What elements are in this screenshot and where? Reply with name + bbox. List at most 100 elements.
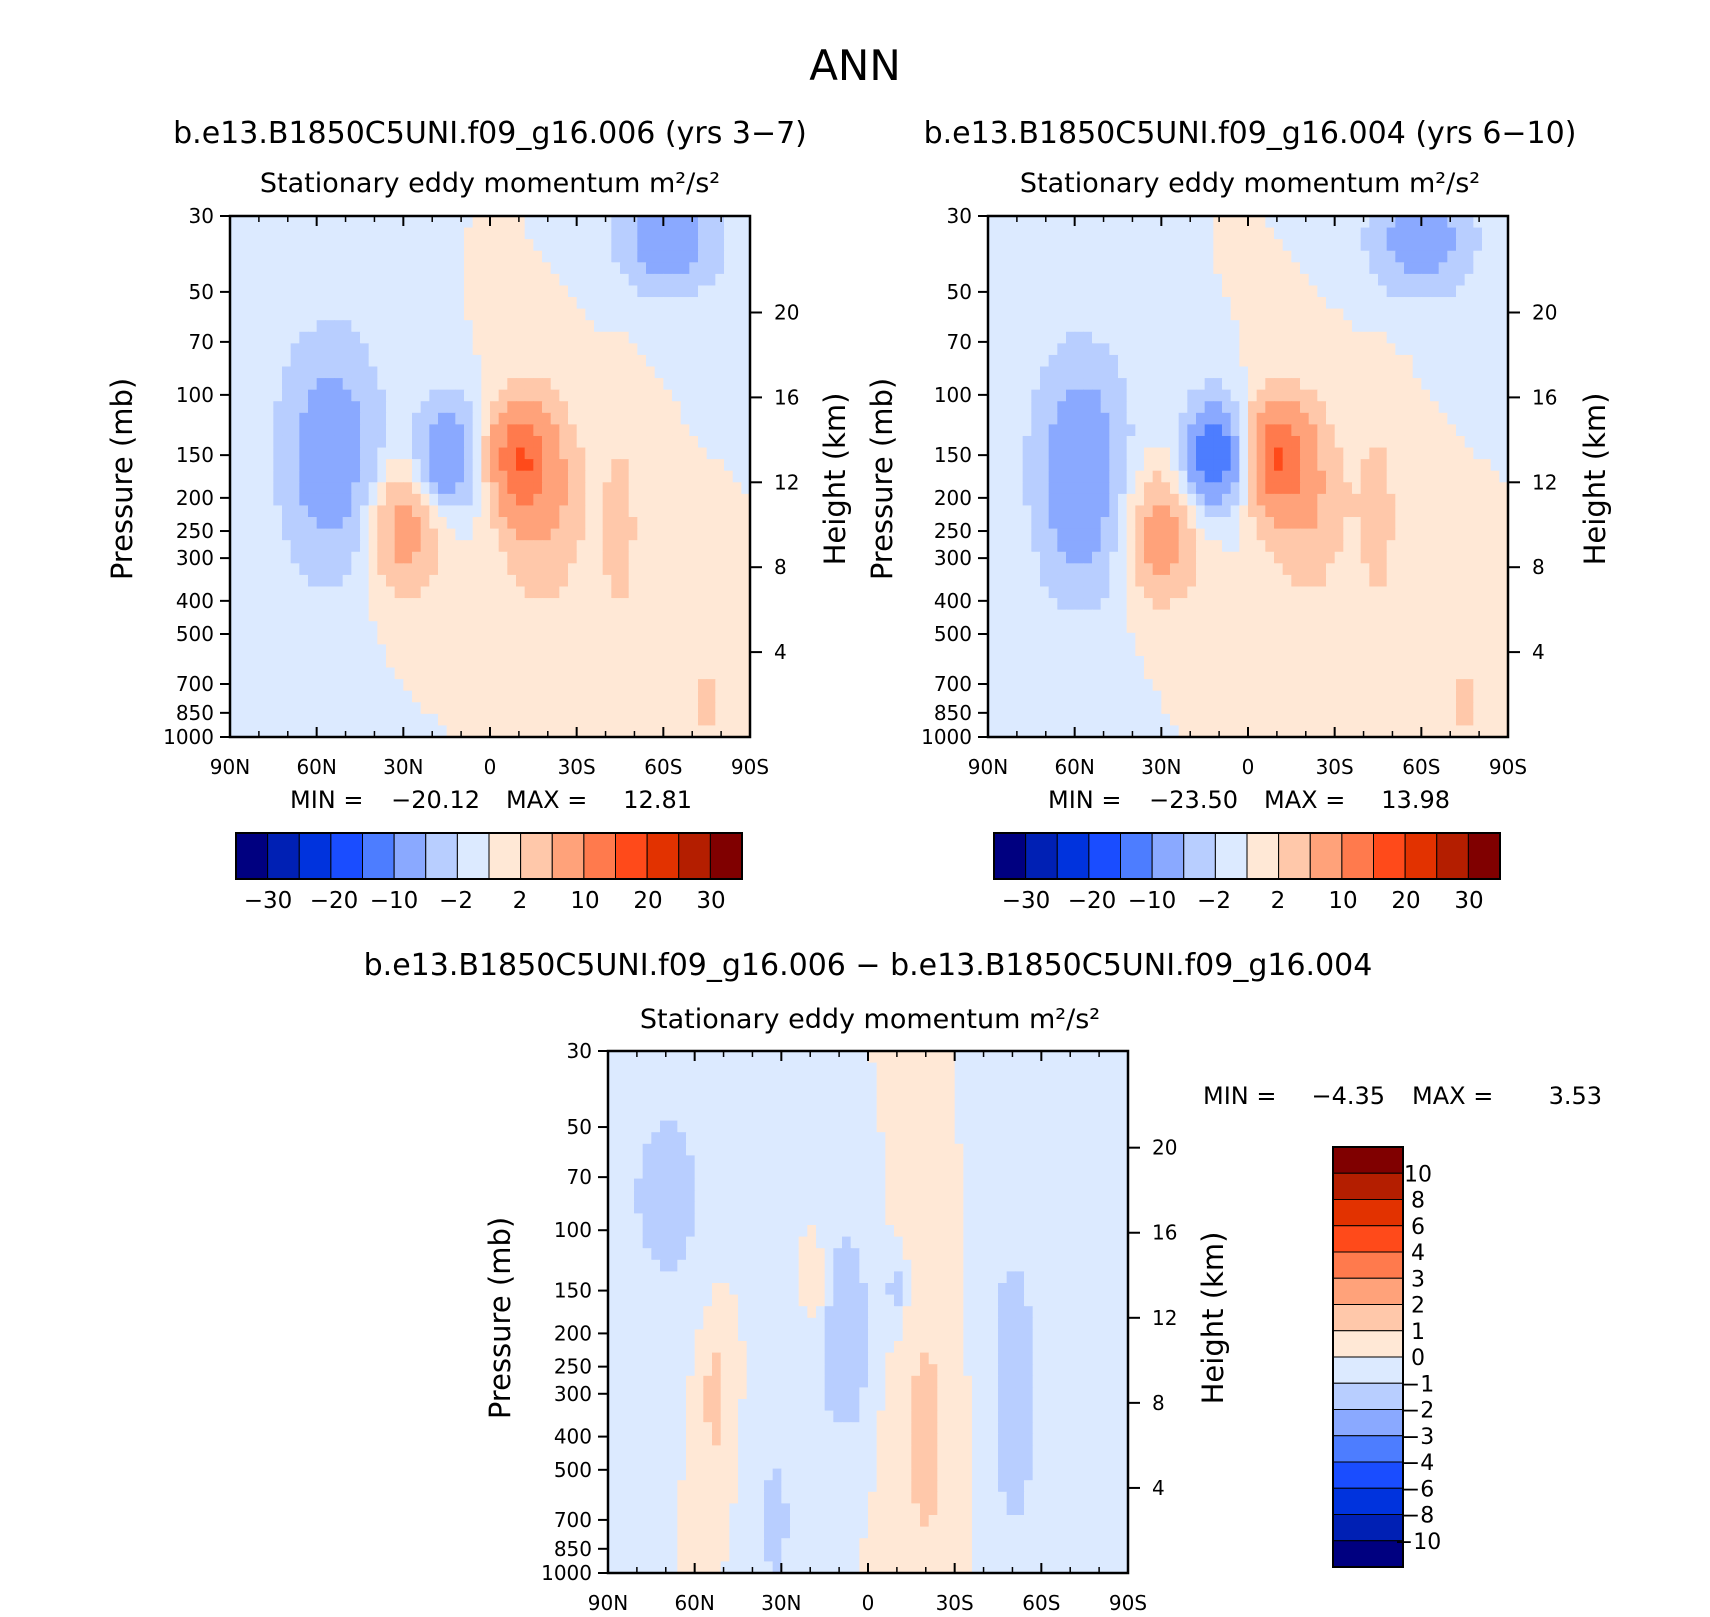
field-cell [481, 563, 491, 576]
field-cell [1135, 320, 1145, 333]
field-cell [1152, 331, 1162, 344]
field-cell [576, 644, 586, 657]
field-cell [1369, 459, 1379, 472]
field-cell [1118, 505, 1128, 518]
field-cell [1360, 470, 1370, 483]
field-cell [1022, 239, 1032, 252]
field-cell [1256, 517, 1266, 530]
field-cell [533, 273, 543, 287]
field-cell [1092, 586, 1102, 599]
field-cell [1074, 227, 1084, 240]
field-cell [490, 482, 500, 495]
field-cell [1057, 343, 1067, 356]
field-cell [576, 632, 586, 645]
field-cell [1473, 470, 1483, 483]
field-cell [628, 401, 638, 414]
field-cell [516, 679, 526, 692]
field-cell [1490, 598, 1500, 611]
field-cell [698, 297, 708, 310]
field-cell [464, 644, 474, 657]
max-value: 12.81 [623, 786, 692, 814]
field-cell [472, 586, 482, 599]
field-cell [394, 216, 404, 229]
field-cell [386, 667, 396, 680]
field-cell [1239, 273, 1249, 287]
field-cell [342, 262, 352, 275]
field-cell [585, 551, 595, 564]
field-cell [308, 354, 318, 368]
field-cell [542, 493, 552, 507]
field-cell [654, 424, 664, 437]
field-cell [585, 598, 595, 611]
field-cell [342, 713, 352, 727]
field-cell [316, 366, 326, 379]
field-cell [1222, 412, 1232, 425]
field-cell [1118, 401, 1128, 414]
field-cell [1369, 308, 1379, 321]
field-cell [689, 598, 699, 611]
field-cell [446, 586, 456, 599]
field-cell [1100, 493, 1110, 507]
field-cell [351, 435, 361, 449]
field-cell [464, 655, 474, 669]
field-cell [1265, 378, 1275, 391]
field-cell [1118, 482, 1128, 495]
field-cell [290, 655, 300, 669]
field-cell [996, 366, 1006, 379]
field-cell [1014, 239, 1024, 252]
field-cell [724, 551, 734, 564]
field-cell [230, 331, 240, 344]
field-cell [498, 308, 508, 321]
field-cell [1022, 412, 1032, 425]
field-cell [481, 273, 491, 287]
field-cell [1144, 366, 1154, 379]
field-cell [403, 459, 413, 472]
field-cell [1074, 424, 1084, 437]
field-cell [351, 621, 361, 634]
field-cell [988, 227, 998, 240]
field-cell [299, 574, 309, 588]
field-cell [342, 725, 352, 738]
field-cell [680, 609, 690, 622]
field-cell [1031, 563, 1041, 576]
field-cell [620, 447, 630, 460]
field-cell [1161, 378, 1171, 391]
y2-tick-label: 16 [774, 385, 799, 409]
field-cell [1239, 297, 1249, 310]
field-cell [1291, 378, 1301, 391]
field-cell [646, 239, 656, 252]
field-cell [1083, 297, 1093, 310]
field-cell [464, 679, 474, 692]
field-cell [490, 320, 500, 333]
field-cell [559, 482, 569, 495]
field-cell [1152, 435, 1162, 449]
field-cell [507, 505, 517, 518]
field-cell [1326, 574, 1336, 588]
field-cell [1040, 586, 1050, 599]
field-cell [1265, 366, 1275, 379]
field-cell [1430, 308, 1440, 321]
field-cell [1378, 239, 1388, 252]
field-cell [351, 412, 361, 425]
field-cell [1074, 517, 1084, 530]
field-cell [256, 447, 266, 460]
field-cell [646, 586, 656, 599]
field-cell [602, 528, 612, 541]
field-cell [1074, 598, 1084, 611]
field-cell [576, 297, 586, 310]
field-cell [230, 435, 240, 449]
field-cell [1430, 343, 1440, 356]
field-cell [412, 227, 422, 240]
field-cell [1265, 308, 1275, 321]
field-cell [351, 609, 361, 622]
field-cell [1404, 447, 1414, 460]
field-cell [637, 366, 647, 379]
field-cell [455, 331, 465, 344]
field-cell [594, 551, 604, 564]
field-cell [1421, 435, 1431, 449]
figure-title: ANN [809, 41, 901, 90]
field-cell [663, 354, 673, 368]
field-cell [1031, 551, 1041, 564]
field-cell [620, 366, 630, 379]
field-cell [715, 702, 725, 715]
